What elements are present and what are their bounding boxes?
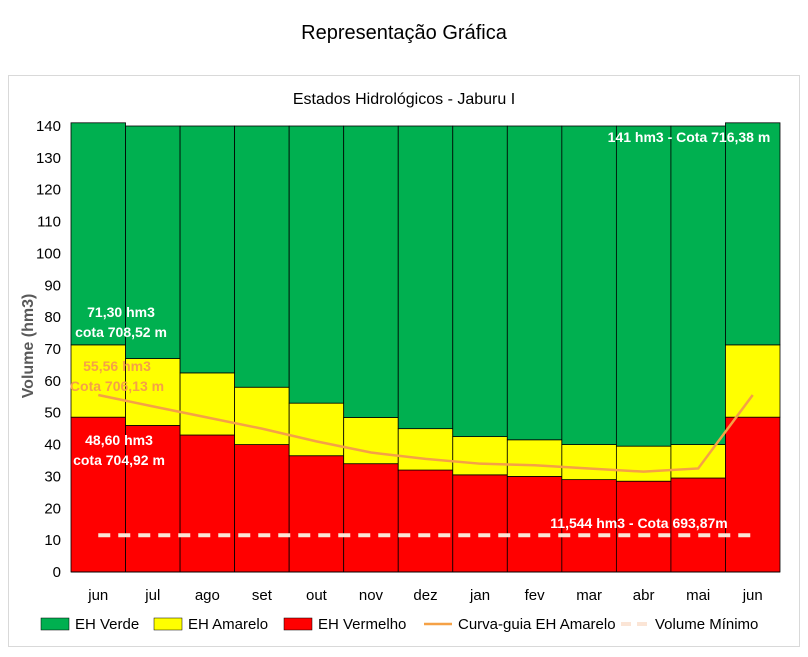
bar-eh-amarelo-8 (506, 439, 563, 477)
bar-eh-amarelo-4 (288, 402, 345, 457)
legend-label: Volume Mínimo (655, 616, 758, 633)
y-tick-label: 20 (44, 500, 61, 517)
legend-swatch (153, 617, 183, 631)
bar-eh-verde-2 (179, 125, 236, 374)
annotation-yellow-top: 71,30 hm3 (87, 304, 155, 320)
y-tick-label: 140 (36, 118, 61, 135)
y-tick-label: 70 (44, 341, 61, 358)
annotation-red-top: cota 704,92 m (73, 452, 165, 468)
bar-eh-amarelo-10 (615, 445, 672, 482)
bar-eh-verde-4 (288, 125, 345, 404)
x-tick-label: abr (633, 587, 655, 604)
bar-eh-amarelo-12 (725, 344, 781, 418)
chart-title: Estados Hidrológicos - Jaburu I (293, 91, 515, 108)
y-tick-label: 30 (44, 468, 61, 485)
line-curva-guia-eh-amarelo (98, 393, 754, 473)
chart-frame: Estados Hidrológicos - Jaburu I Volume (… (8, 75, 800, 647)
bar-eh-amarelo-0 (70, 344, 126, 418)
bar-eh-amarelo-5 (343, 417, 399, 465)
legend-swatch (40, 617, 70, 631)
y-tick-label: 60 (44, 373, 61, 390)
y-tick-label: 80 (44, 309, 61, 326)
annotation-red-top: 48,60 hm3 (85, 432, 153, 448)
bar-eh-vermelho-11 (670, 477, 726, 573)
bar-eh-verde-10 (615, 125, 672, 447)
bar-eh-amarelo-9 (561, 444, 617, 481)
x-tick-label: jul (144, 587, 160, 604)
y-tick-label: 130 (36, 150, 61, 167)
bar-eh-vermelho-2 (179, 434, 236, 573)
y-tick-label: 90 (44, 277, 61, 294)
bar-eh-vermelho-1 (125, 425, 181, 573)
bar-eh-verde-5 (343, 125, 399, 418)
x-tick-label: nov (359, 587, 384, 604)
legend: EH Verde EH Amarelo EH Vermelho Curva-guia … (40, 616, 758, 633)
annotation-max: 141 hm3 - Cota 716,38 m (608, 129, 771, 145)
bar-eh-vermelho-12 (725, 416, 781, 573)
bar-eh-verde-0 (70, 122, 126, 346)
bar-eh-vermelho-4 (288, 455, 345, 573)
x-tick-label: mar (576, 587, 602, 604)
bar-eh-vermelho-3 (234, 444, 290, 573)
legend-label: EH Amarelo (188, 616, 268, 633)
annotation-guide: 55,56 hm3 (83, 358, 151, 374)
bars-group (70, 122, 781, 573)
axes-group: 0 10 20 30 40 50 60 70 80 90 100 110 120 130 140 jun jul… (36, 118, 780, 604)
legend-label: Curva-guia EH Amarelo (458, 616, 616, 633)
x-tick-label: jun (87, 587, 108, 604)
legend-label: EH Verde (75, 616, 139, 633)
x-tick-label: fev (525, 587, 546, 604)
bar-eh-amarelo-1 (125, 358, 181, 426)
y-tick-label: 10 (44, 532, 61, 549)
bar-eh-vermelho-0 (70, 416, 126, 573)
bar-eh-amarelo-3 (234, 386, 290, 445)
y-tick-label: 100 (36, 245, 61, 262)
bar-eh-amarelo-7 (452, 436, 508, 476)
lines-group (98, 393, 754, 538)
bar-eh-vermelho-9 (561, 479, 617, 573)
bar-eh-verde-12 (725, 122, 781, 346)
page-title: Representação Gráfica (301, 22, 507, 44)
bar-eh-verde-11 (670, 125, 726, 445)
bar-eh-verde-8 (506, 125, 563, 441)
bar-eh-verde-3 (234, 125, 290, 388)
y-tick-label: 0 (53, 564, 61, 581)
x-tick-label: set (252, 587, 273, 604)
chart-svg: Estados Hidrológicos - Jaburu I Volume (… (20, 91, 781, 633)
y-axis-label: Volume (hm3) (20, 294, 37, 399)
annotation-min: 11,544 hm3 - Cota 693,87m (550, 515, 727, 531)
bar-eh-verde-7 (452, 125, 508, 438)
x-tick-label: out (306, 587, 328, 604)
y-tick-label: 120 (36, 182, 61, 199)
bar-eh-amarelo-6 (397, 428, 454, 471)
bar-eh-vermelho-7 (452, 474, 508, 573)
bar-eh-verde-1 (125, 125, 181, 359)
annotation-yellow-top: cota 708,52 m (75, 324, 167, 340)
legend-swatch (283, 617, 313, 631)
legend-label: EH Vermelho (318, 616, 406, 633)
x-tick-label: ago (195, 587, 220, 604)
bar-eh-amarelo-11 (670, 444, 726, 479)
x-tick-label: jan (469, 587, 490, 604)
annotation-guide: Cota 706,13 m (70, 378, 164, 394)
x-tick-label: mai (686, 587, 710, 604)
y-tick-label: 40 (44, 437, 61, 454)
x-tick-label: jun (742, 587, 763, 604)
bar-eh-verde-9 (561, 125, 617, 445)
bar-eh-verde-6 (397, 125, 454, 430)
annotations-group: 141 hm3 - Cota 716,38 m 71,30 hm3 cota 708… (70, 129, 770, 531)
x-tick-label: dez (413, 587, 437, 604)
bar-eh-vermelho-6 (397, 469, 454, 573)
y-tick-label: 110 (37, 214, 61, 231)
y-tick-label: 50 (44, 405, 61, 422)
bar-eh-vermelho-5 (343, 463, 399, 573)
bar-eh-amarelo-2 (179, 372, 236, 436)
